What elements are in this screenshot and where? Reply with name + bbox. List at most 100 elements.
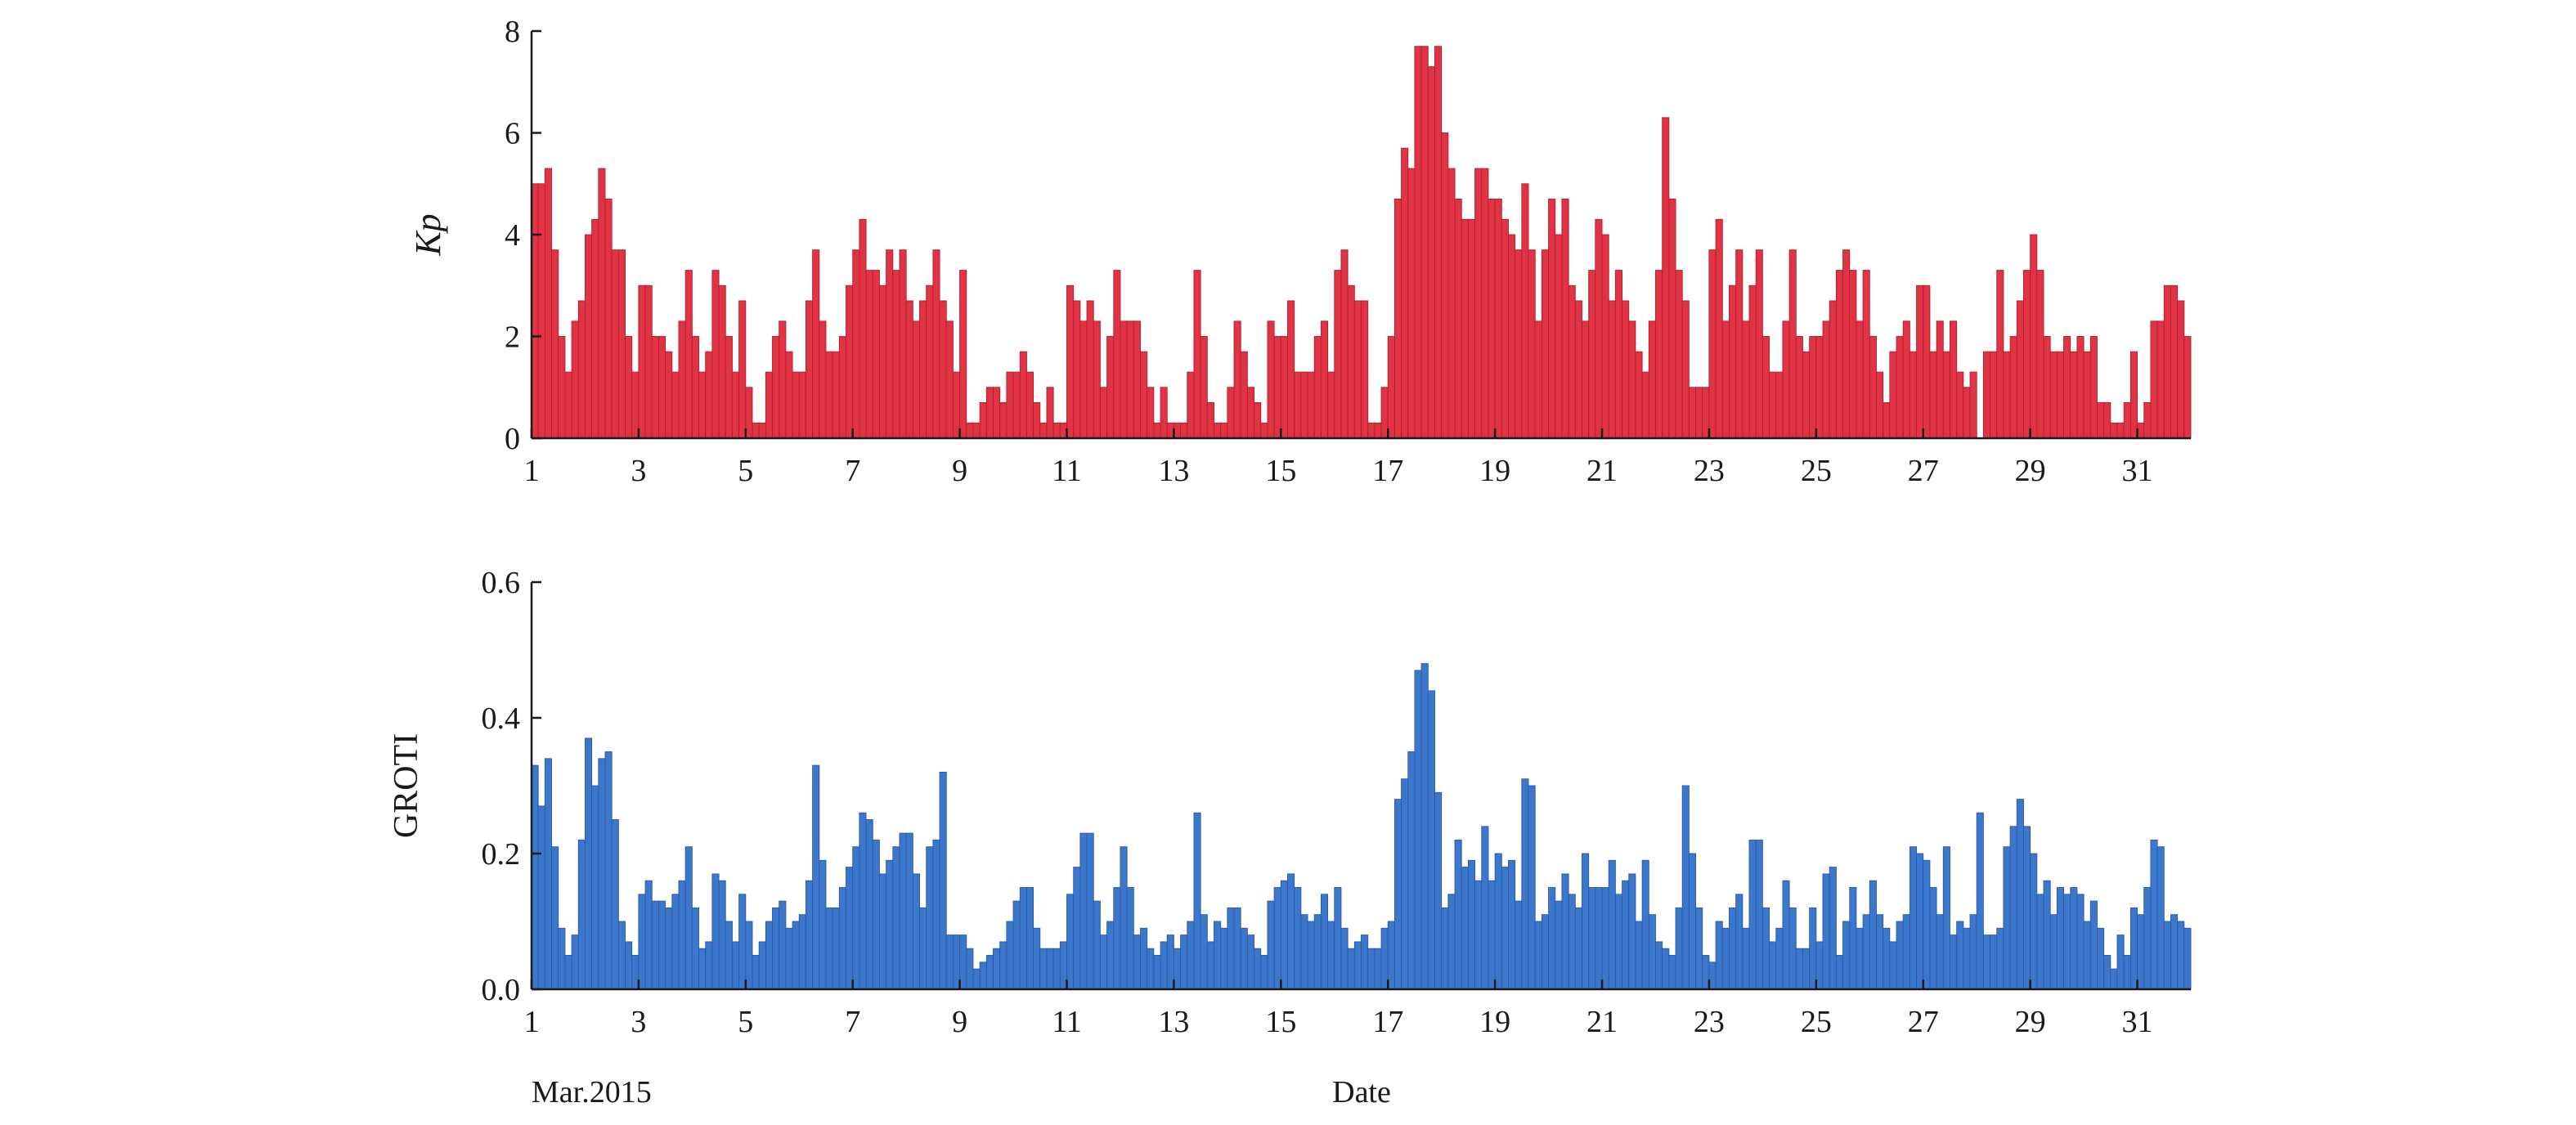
kp-bar bbox=[651, 336, 659, 439]
kp-bar bbox=[1595, 218, 1603, 439]
kp-bar bbox=[752, 422, 760, 439]
groti-bar bbox=[1835, 955, 1844, 990]
groti-bar bbox=[1508, 859, 1516, 990]
groti-bar bbox=[905, 832, 913, 990]
groti-bar bbox=[1126, 887, 1134, 990]
kp-bar bbox=[1950, 320, 1958, 439]
groti-bar bbox=[1133, 935, 1141, 990]
groti-bar bbox=[1427, 690, 1435, 990]
kp-x-tick-label: 25 bbox=[1801, 454, 1832, 488]
groti-bar bbox=[1454, 839, 1462, 990]
groti-bar bbox=[2163, 921, 2171, 990]
groti-bar bbox=[979, 961, 987, 990]
kp-bar bbox=[1494, 198, 1502, 439]
kp-bar bbox=[571, 320, 579, 439]
kp-bar bbox=[952, 371, 961, 439]
groti-bar bbox=[1254, 948, 1262, 990]
kp-bar bbox=[1246, 387, 1255, 439]
groti-bar bbox=[919, 907, 927, 990]
groti-bar bbox=[1996, 927, 2004, 990]
kp-bar bbox=[684, 270, 693, 439]
kp-bar bbox=[738, 300, 747, 439]
groti-bar bbox=[832, 907, 840, 990]
kp-bar bbox=[1574, 300, 1582, 439]
kp-bar bbox=[604, 198, 613, 439]
kp-bar bbox=[1407, 168, 1416, 439]
groti-bar bbox=[1267, 900, 1275, 990]
kp-bar bbox=[772, 336, 780, 439]
groti-x-tick-label: 29 bbox=[2015, 1005, 2046, 1039]
groti-bar bbox=[1193, 812, 1201, 990]
groti-bar bbox=[1025, 887, 1034, 990]
groti-bar bbox=[745, 921, 753, 990]
kp-bar bbox=[999, 401, 1008, 439]
groti-bar bbox=[2177, 921, 2185, 990]
kp-y-tick-label: 4 bbox=[505, 218, 520, 253]
groti-bar bbox=[2070, 887, 2078, 990]
groti-bar bbox=[638, 894, 646, 990]
kp-bar bbox=[1200, 336, 1208, 439]
groti-bar bbox=[945, 935, 954, 990]
kp-bar bbox=[1019, 351, 1027, 439]
groti-bar bbox=[792, 921, 800, 990]
kp-bar bbox=[1488, 198, 1496, 439]
groti-bar bbox=[1715, 921, 1723, 990]
kp-bar bbox=[1708, 249, 1717, 439]
kp-bar bbox=[1568, 285, 1576, 439]
kp-bar bbox=[2089, 336, 2098, 439]
groti-bar bbox=[1447, 894, 1456, 990]
groti-bar bbox=[1414, 670, 1422, 990]
groti-bar bbox=[1521, 778, 1529, 990]
kp-bar bbox=[1033, 401, 1041, 439]
kp-bar bbox=[725, 336, 733, 439]
groti-y-ticks: 0.0 0.2 0.4 0.6 bbox=[482, 566, 541, 1007]
kp-bar bbox=[852, 249, 860, 439]
groti-bar bbox=[1869, 880, 1877, 990]
groti-bar bbox=[785, 927, 793, 990]
groti-bar bbox=[1012, 900, 1021, 990]
groti-bar bbox=[2129, 907, 2138, 990]
kp-x-tick-label: 19 bbox=[1479, 454, 1510, 488]
kp-bar bbox=[2030, 234, 2038, 439]
groti-bar bbox=[2137, 914, 2145, 990]
groti-bar bbox=[1467, 859, 1476, 990]
kp-bar bbox=[846, 285, 854, 439]
groti-bar bbox=[1748, 839, 1757, 990]
groti-x-tick-label: 13 bbox=[1158, 1005, 1189, 1039]
groti-bar bbox=[2097, 927, 2105, 990]
kp-x-tick-label: 21 bbox=[1586, 454, 1618, 488]
groti-bar bbox=[1353, 941, 1362, 990]
groti-bar bbox=[1829, 867, 1837, 990]
kp-bar bbox=[1835, 270, 1844, 439]
kp-bar bbox=[1039, 422, 1048, 439]
kp-bar bbox=[1320, 320, 1329, 439]
kp-bar bbox=[1588, 270, 1596, 439]
groti-bar bbox=[585, 737, 593, 990]
groti-bar bbox=[2056, 887, 2065, 990]
groti-bar bbox=[1655, 941, 1663, 990]
groti-bar bbox=[718, 880, 726, 990]
kp-bar bbox=[1454, 198, 1462, 439]
kp-bar bbox=[1427, 66, 1435, 439]
groti-bar bbox=[878, 873, 887, 990]
groti-bar bbox=[1327, 921, 1335, 990]
kp-bar bbox=[2043, 336, 2051, 439]
kp-bar bbox=[779, 320, 787, 439]
groti-bar bbox=[2103, 955, 2112, 990]
groti-y-tick-label: 0.0 bbox=[482, 973, 521, 1007]
groti-y-tick-label: 0.2 bbox=[482, 837, 521, 872]
groti-bar bbox=[731, 941, 740, 990]
groti-bar bbox=[765, 921, 773, 990]
kp-bar bbox=[2116, 422, 2125, 439]
kp-bar bbox=[638, 285, 646, 439]
kp-y-tick-label: 8 bbox=[505, 15, 520, 49]
kp-bar bbox=[865, 270, 873, 439]
groti-x-tick-label: 25 bbox=[1801, 1005, 1832, 1039]
kp-bar bbox=[1662, 117, 1670, 439]
groti-bar bbox=[1541, 914, 1550, 990]
groti-bar bbox=[1956, 921, 1964, 990]
kp-bar bbox=[926, 285, 934, 439]
groti-bar bbox=[1086, 832, 1094, 990]
groti-bar bbox=[1300, 914, 1308, 990]
kp-bar bbox=[598, 168, 606, 439]
